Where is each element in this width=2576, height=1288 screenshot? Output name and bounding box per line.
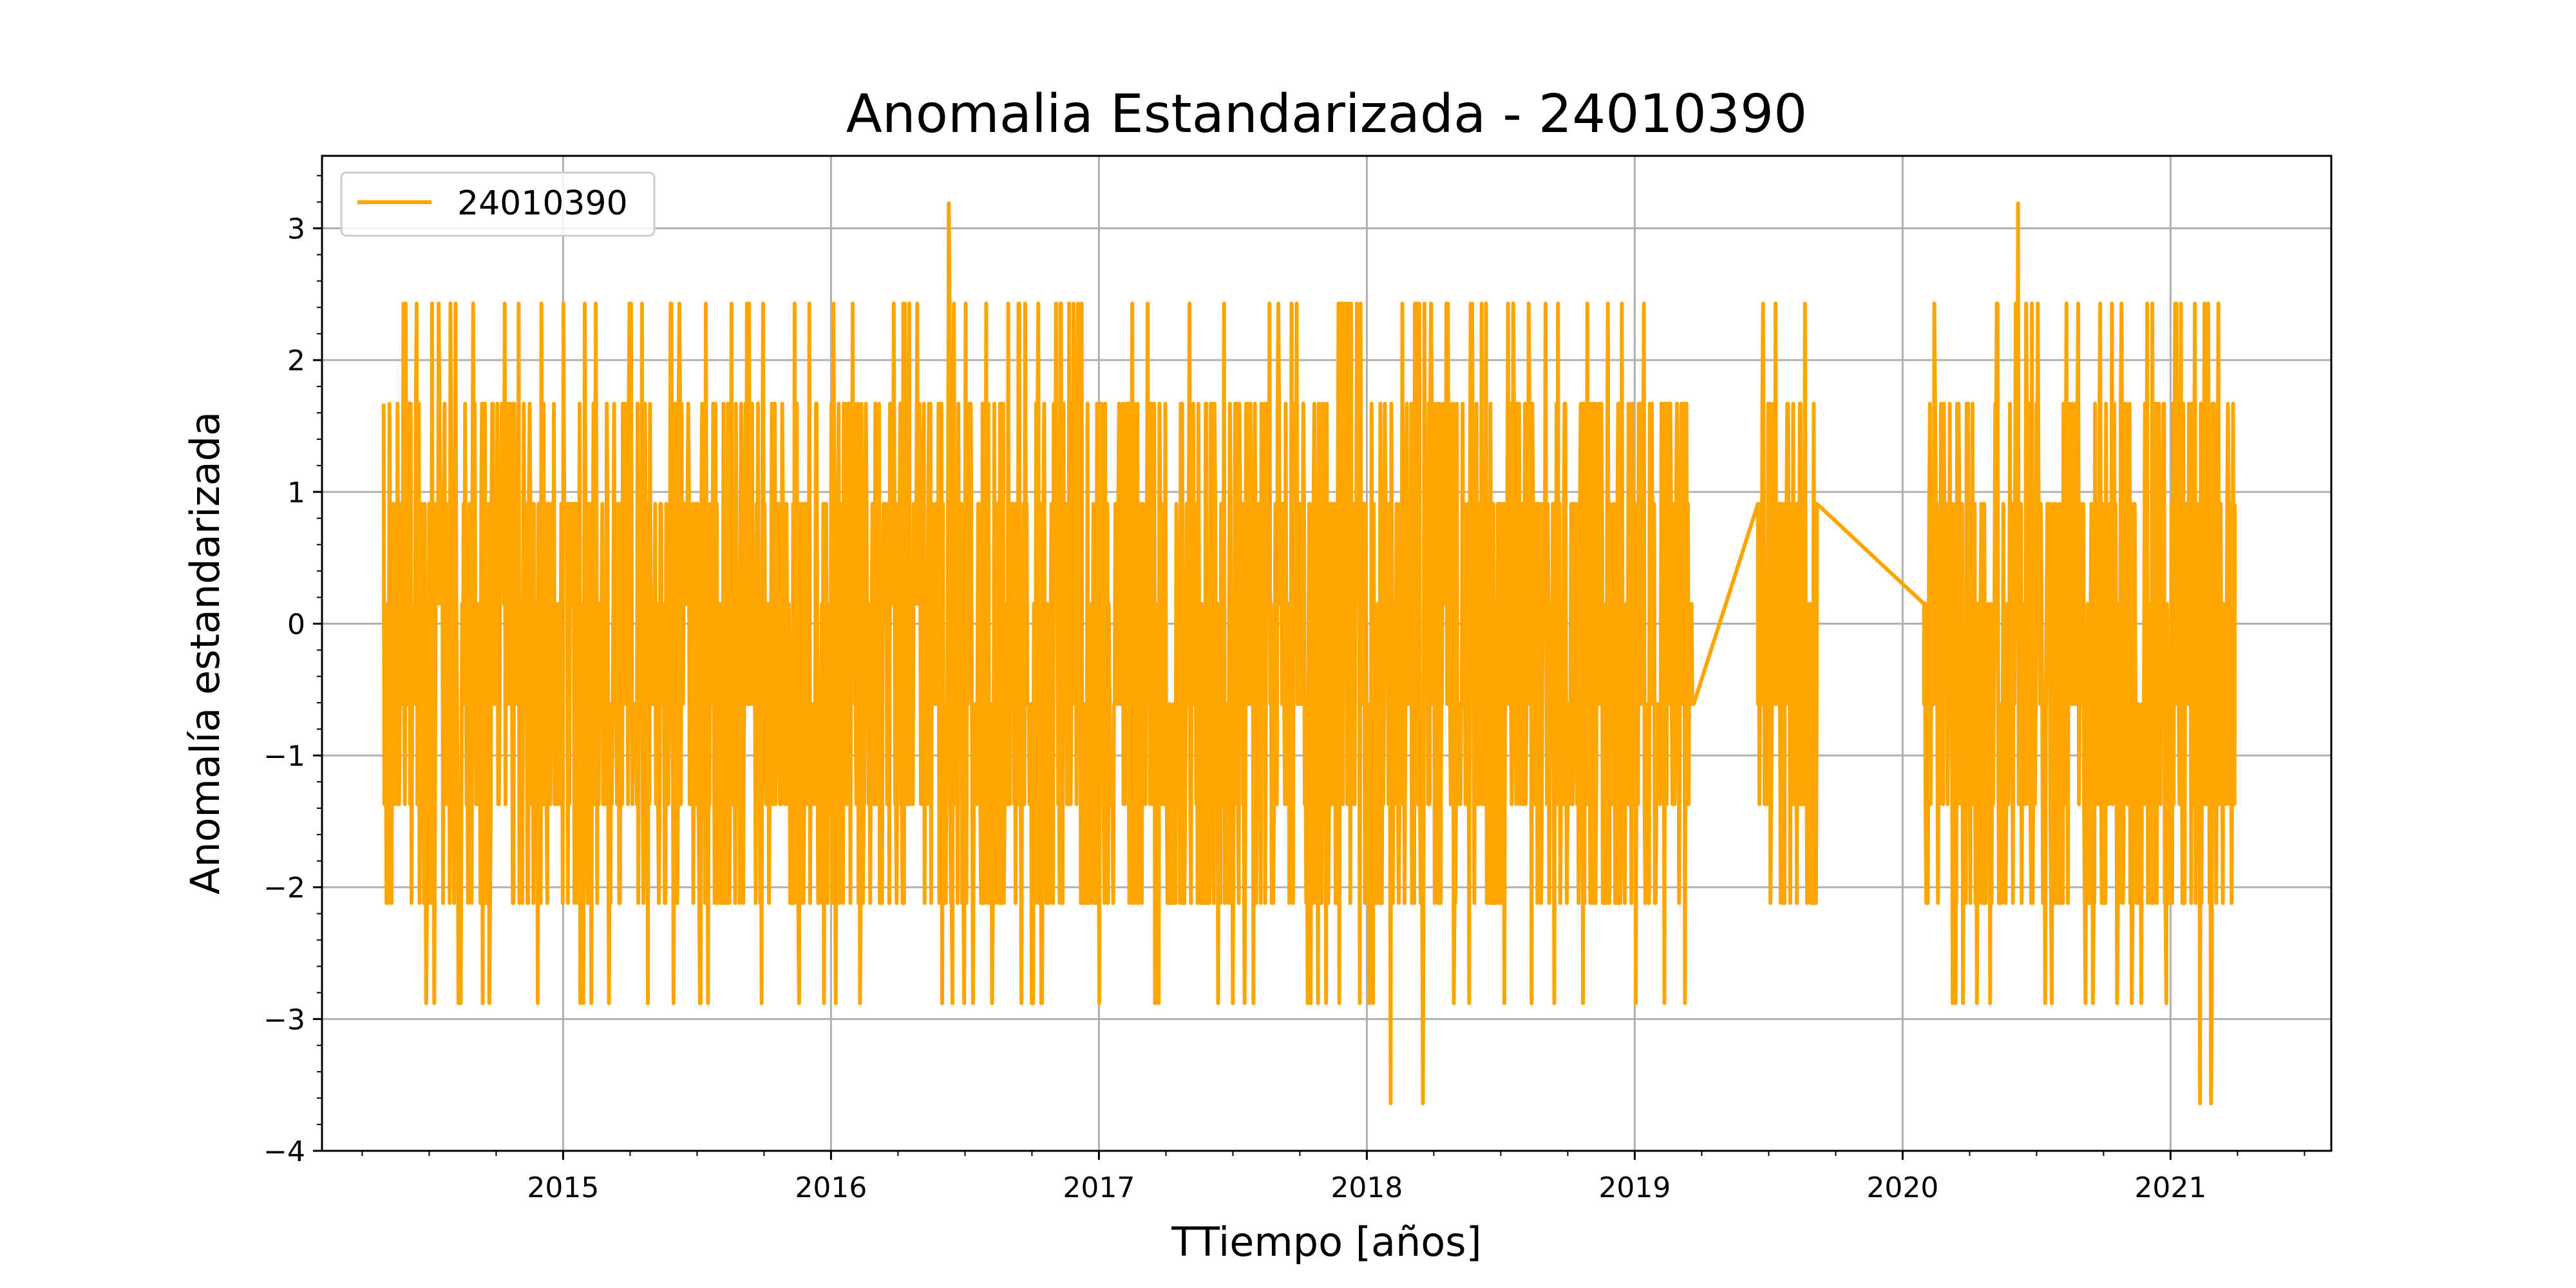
x-tick-label: 2015 xyxy=(527,1171,599,1204)
x-axis-label: TTiempo [años] xyxy=(1171,1218,1481,1265)
x-tick-label: 2021 xyxy=(2134,1171,2206,1204)
y-tick-label: 1 xyxy=(287,477,305,509)
legend-box xyxy=(340,171,656,237)
legend-label-24010390: 24010390 xyxy=(457,184,628,223)
chart-title: Anomalia Estandarizada - 24010390 xyxy=(846,84,1808,145)
plot-frame xyxy=(321,155,2333,1152)
series-line-24010390 xyxy=(381,201,2237,1106)
y-tick-label: 2 xyxy=(287,345,305,377)
legend: 24010390 xyxy=(340,171,656,237)
x-tick-label: 2020 xyxy=(1866,1171,1938,1204)
y-tick-label: −4 xyxy=(263,1135,305,1168)
y-axis-label: Anomalía estandarizada xyxy=(182,412,229,895)
y-tick-label: −2 xyxy=(263,872,305,905)
x-tick-label: 2019 xyxy=(1598,1171,1671,1204)
y-tick-label: −3 xyxy=(263,1003,305,1036)
y-tick-label: 0 xyxy=(287,608,305,641)
x-tick-label: 2017 xyxy=(1063,1171,1135,1204)
ticks: 2015 2016 2017 2018 2019 2020 2021 −4 −3 −2 −1 0 1 2 3 xyxy=(263,175,2306,1204)
y-tick-label: 3 xyxy=(287,213,305,246)
series-layer xyxy=(381,201,2237,1106)
x-tick-label: 2016 xyxy=(795,1171,867,1204)
y-tick-label: −1 xyxy=(263,740,305,773)
x-tick-label: 2018 xyxy=(1331,1171,1403,1204)
